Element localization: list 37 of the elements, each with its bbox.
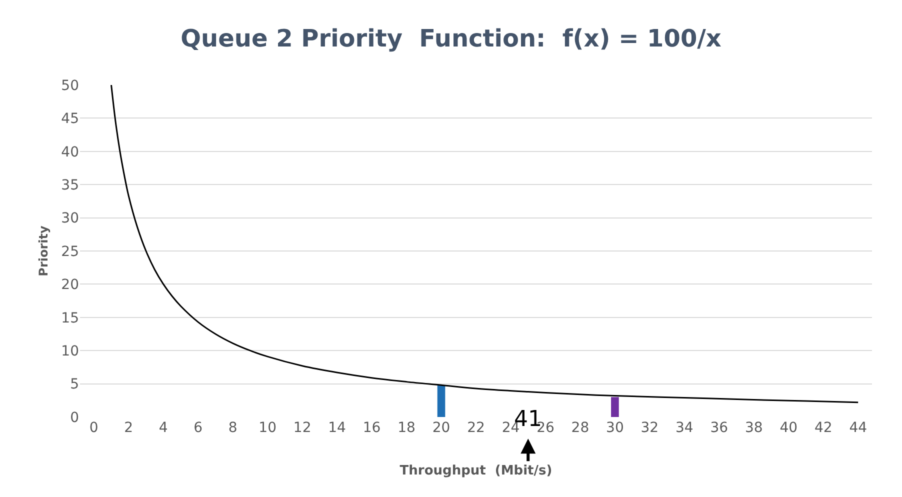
x-tick-label: 18 — [398, 420, 416, 436]
x-tick-label: 44 — [849, 420, 868, 436]
y-tick-label: 5 — [70, 376, 79, 393]
x-tick-label: 6 — [194, 420, 203, 436]
x-tick-label: 42 — [814, 420, 832, 436]
y-tick-label: 50 — [61, 78, 79, 94]
chart-title: Queue 2 Priority Function: f(x) = 100/x — [180, 24, 722, 53]
y-tick-label: 40 — [61, 144, 79, 160]
y-tick-label: 30 — [61, 210, 79, 227]
x-tick-label: 36 — [710, 420, 728, 436]
x-tick-label: 40 — [780, 420, 798, 436]
x-tick-label: 14 — [328, 420, 346, 436]
x-tick-label: 28 — [571, 420, 590, 436]
y-tick-label: 20 — [61, 277, 79, 294]
x-tick-label: 30 — [606, 420, 624, 436]
x-tick-label: 0 — [89, 420, 98, 436]
x-tick-label: 26 — [536, 420, 554, 436]
x-tick-label: 38 — [744, 420, 763, 436]
x-axis-title: Throughput (Mbit/s) — [400, 464, 552, 479]
y-tick-label: 25 — [61, 244, 79, 260]
x-tick-label: 2 — [124, 420, 134, 436]
x-tick-label: 4 — [158, 420, 168, 436]
x-tick-label: 16 — [362, 420, 381, 436]
y-tick-label: 45 — [61, 111, 79, 128]
y-tick-label: 35 — [61, 178, 79, 194]
x-tick-label: 10 — [258, 420, 276, 436]
y-tick-label: 15 — [61, 310, 79, 326]
x-tick-label: 20 — [432, 420, 450, 436]
x-tick-label: 22 — [467, 420, 485, 436]
y-axis-title: Priority — [36, 226, 50, 276]
x-tick-label: 8 — [228, 420, 238, 436]
x-tick-label: 12 — [293, 420, 312, 436]
line-series — [110, 85, 859, 404]
x-tick-label: 34 — [676, 420, 694, 436]
y-tick-label: 0 — [70, 410, 79, 426]
x-tick-label: 32 — [640, 420, 659, 436]
y-tick-label: 10 — [61, 344, 79, 360]
